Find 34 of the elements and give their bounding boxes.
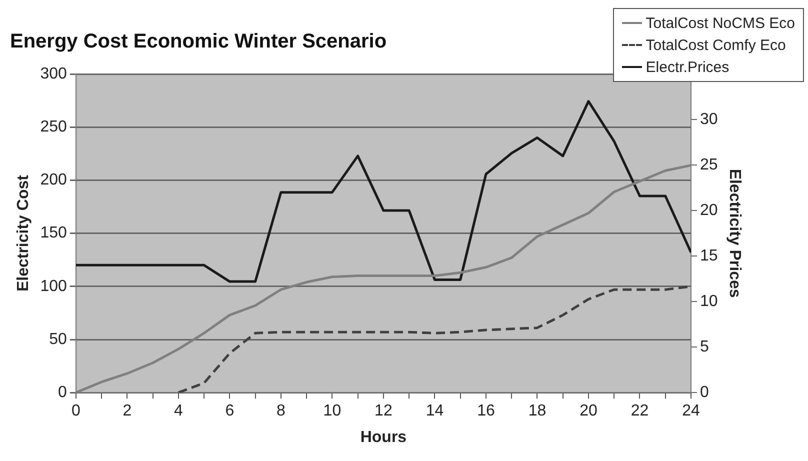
x-tick-label: 0 [71,402,80,420]
x-tick-label: 8 [276,402,286,420]
x-tick-label: 2 [122,402,132,420]
legend-label: TotalCost Comfy Eco [646,36,786,54]
y-tick-label: 50 [49,330,67,348]
y-tick-label: 200 [40,172,67,189]
x-tick-label: 24 [682,402,700,420]
x-tick-label: 6 [225,402,234,420]
legend-label: TotalCost NoCMS Eco [646,14,795,32]
y2-axis-title: Electricity Prices [726,168,743,298]
y-tick-label: 300 [40,65,67,82]
x-axis-title: Hours [360,428,407,446]
y2-tick-label: 25 [700,156,718,174]
y-axis-title: Electricity Cost [15,174,32,292]
y-tick-label: 0 [58,384,67,402]
x-tick-label: 22 [630,402,649,420]
y2-tick-label: 0 [700,384,710,402]
x-tick-label: 14 [426,402,444,420]
x-tick-label: 4 [174,402,183,420]
y2-tick-label: 5 [700,338,710,356]
y2-tick-label: 30 [700,110,718,128]
y2-tick-label: 10 [700,292,718,310]
x-tick-label: 16 [477,402,495,420]
x-tick-label: 12 [374,402,392,420]
y2-tick-label: 15 [700,247,718,264]
y2-tick-label: 20 [700,202,718,219]
y-tick-label: 100 [40,278,67,295]
y-tick-label: 250 [40,118,67,136]
y-tick-label: 150 [40,224,67,242]
legend-label: Electr.Prices [646,58,730,76]
x-tick-label: 10 [323,402,342,420]
chart-title: Energy Cost Economic Winter Scenario [10,30,387,53]
x-tick-label: 18 [528,402,546,420]
x-tick-label: 20 [580,402,598,420]
